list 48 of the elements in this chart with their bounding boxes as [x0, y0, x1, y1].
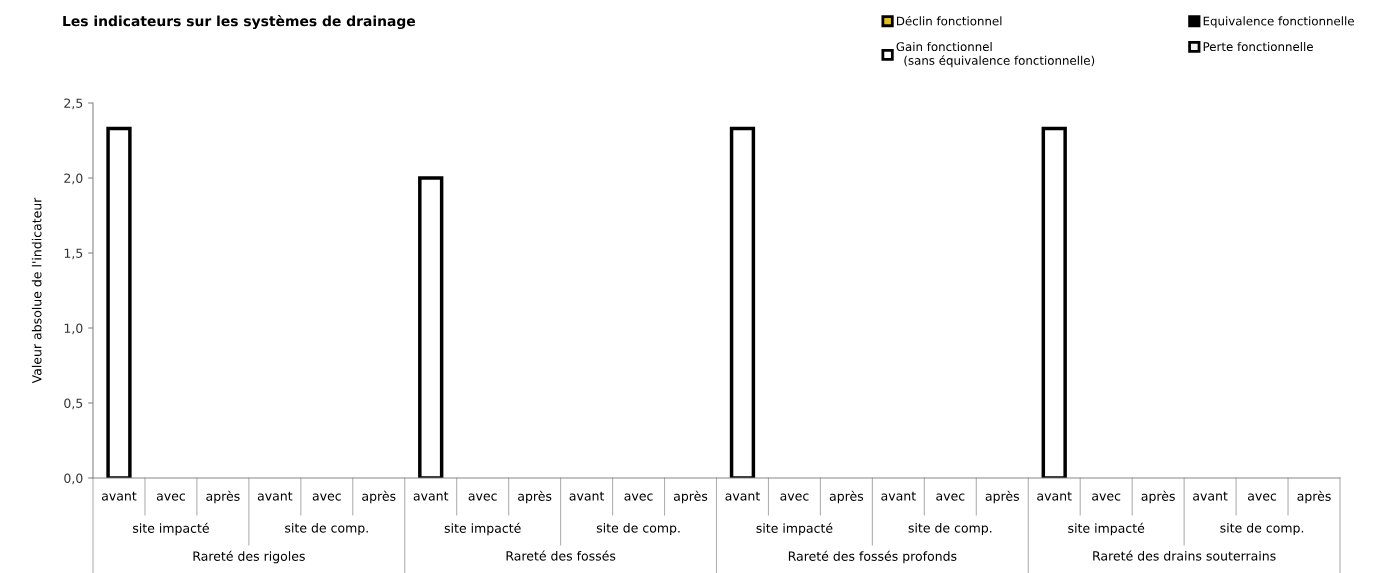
- text: site impacté: [756, 522, 833, 536]
- x-tick-label: avec: [156, 493, 185, 501]
- y-axis-title: Valeur absolue de l'indicateur: [31, 197, 42, 384]
- text: site impacté: [1068, 522, 1145, 536]
- x-tick-label: après: [206, 490, 240, 504]
- x-tick-label: avant: [569, 491, 605, 501]
- y-tick-label: 0,5: [64, 398, 83, 410]
- chart-title: Les indicateurs sur les systèmes de drainage: [63, 14, 416, 30]
- text: site de comp.: [908, 522, 992, 536]
- x-tick-label: avec: [1248, 493, 1277, 501]
- x-tick-label: avant: [257, 491, 293, 501]
- legend-label: Equivalence fonctionnelle: [1203, 16, 1354, 28]
- text: Rareté des fossés profonds: [788, 550, 957, 564]
- x-tick-label: avant: [725, 491, 760, 501]
- x-tick-label: après: [1297, 490, 1331, 504]
- x-tick-label: après: [518, 490, 552, 504]
- x-tick-label: avant: [413, 491, 449, 501]
- y-tick-label: 2,5: [64, 98, 83, 110]
- x-tick-label: avant: [101, 491, 137, 501]
- x-tick-label: après: [673, 490, 708, 504]
- x-tick-label: avant: [1037, 491, 1072, 501]
- legend-label: Gain fonctionnel (sans équivalence fonctionnelle): [896, 41, 1095, 68]
- x-tick-label: après: [362, 490, 396, 504]
- text: site impacté: [132, 522, 209, 536]
- x-tick-label: avec: [624, 493, 653, 501]
- x-tick-label: avant: [881, 491, 916, 501]
- x-tick-label: après: [829, 490, 864, 504]
- text: site de comp.: [596, 522, 680, 536]
- y-tick-label: 2,0: [64, 173, 83, 185]
- x-tick-label: après: [1141, 490, 1175, 504]
- text: Rareté des drains souterrains: [1093, 550, 1276, 561]
- text: Rareté des fossés: [506, 550, 616, 561]
- text: site de comp.: [1220, 522, 1304, 536]
- x-tick-label: avant: [1193, 491, 1228, 501]
- x-tick-label: avec: [312, 493, 341, 501]
- y-tick-label: 0,0: [64, 473, 83, 485]
- legend-label: Déclin fonctionnel: [897, 15, 1002, 26]
- x-tick-label: avec: [1092, 493, 1121, 501]
- y-tick-label: 1,5: [64, 248, 83, 260]
- text: site impacté: [444, 522, 521, 536]
- x-tick-label: avec: [780, 493, 809, 501]
- x-tick-label: avec: [468, 493, 497, 501]
- x-tick-label: avec: [936, 493, 965, 501]
- legend-label: Perte fonctionnelle: [1203, 41, 1313, 52]
- x-tick-label: après: [985, 490, 1019, 504]
- text: site de comp.: [285, 522, 368, 536]
- text: Rareté des rigoles: [193, 550, 305, 564]
- y-tick-label: 1,0: [64, 323, 83, 335]
